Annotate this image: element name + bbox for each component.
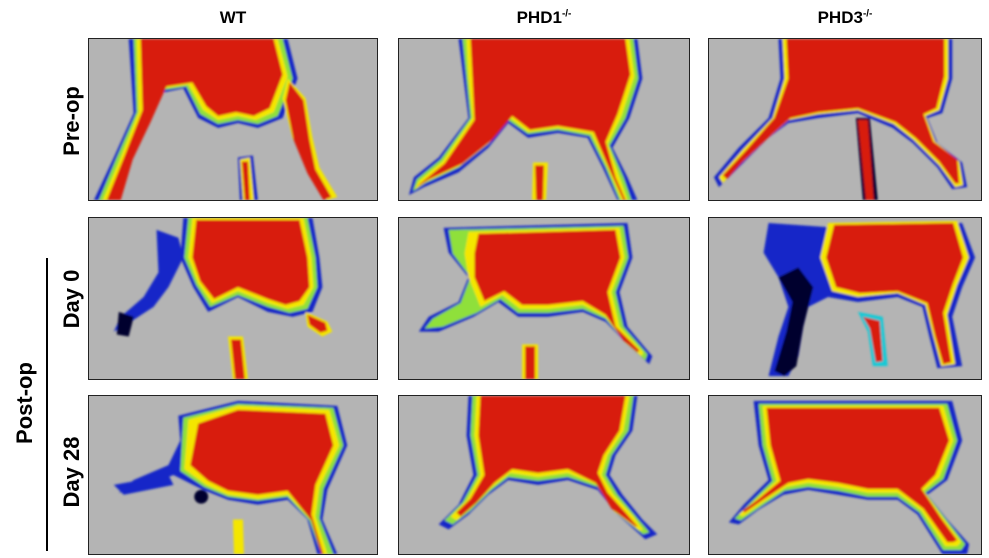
- row-label-day28: Day 28: [59, 436, 84, 508]
- day-divider-line: [46, 258, 48, 551]
- panel-phd1-preop: [398, 38, 690, 201]
- panel-wt-day28: [88, 395, 378, 555]
- panel-phd3-day0: [708, 217, 982, 380]
- column-header-phd1-sup: -/-: [561, 8, 572, 20]
- row-label-postop: Post-op: [12, 362, 37, 444]
- panel-wt-day0: [88, 217, 378, 380]
- row-label-preop: Pre-op: [59, 86, 84, 156]
- column-header-phd1-text: PHD1: [516, 8, 562, 27]
- panel-phd1-day0: [398, 217, 690, 380]
- column-header-phd3-text: PHD3: [817, 8, 863, 27]
- column-header-wt: WT: [88, 6, 378, 30]
- column-header-phd1: PHD1-/-: [398, 6, 690, 30]
- column-header-phd3-sup: -/-: [862, 8, 873, 20]
- panel-phd3-preop: [708, 38, 982, 201]
- row-label-day0: Day 0: [59, 269, 84, 329]
- panel-phd3-day28: [708, 395, 982, 555]
- panel-wt-preop: [88, 38, 378, 201]
- panel-phd1-day28: [398, 395, 690, 555]
- column-header-phd3: PHD3-/-: [708, 6, 982, 30]
- column-header-wt-text: WT: [219, 8, 247, 27]
